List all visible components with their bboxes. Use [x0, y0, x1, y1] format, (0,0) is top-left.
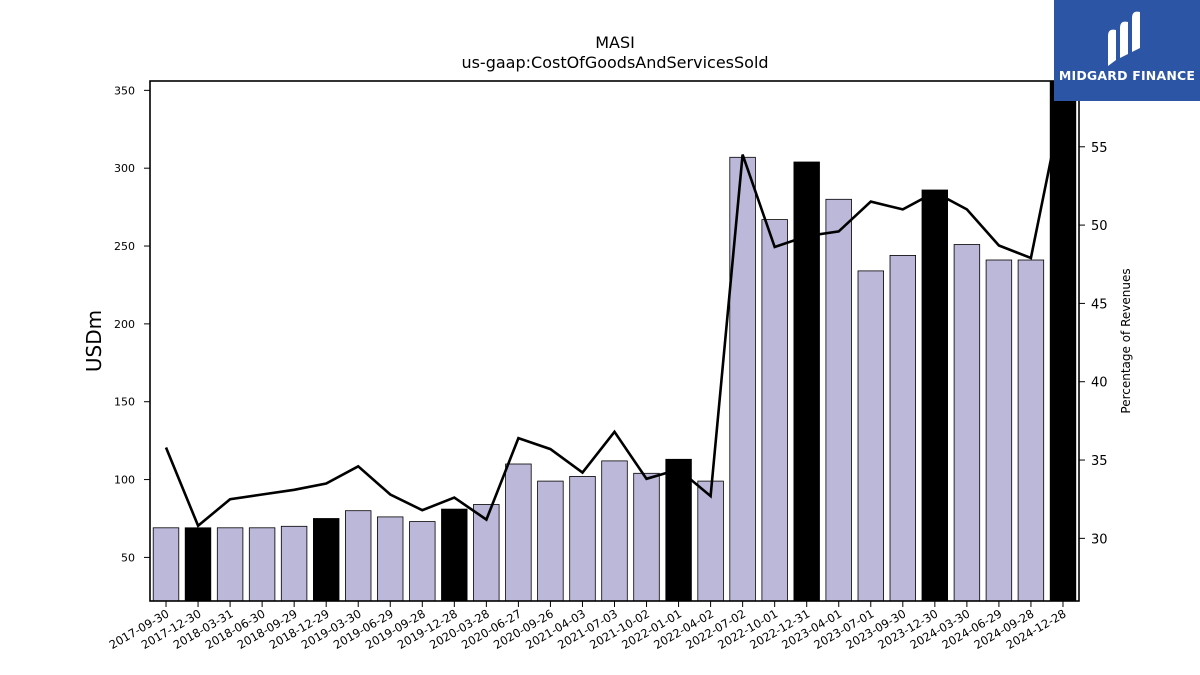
line-layer	[164, 99, 1065, 528]
y-tick-label: 200	[114, 318, 135, 331]
bar-2017-12-30	[184, 527, 212, 602]
chart-subtitle: us-gaap:CostOfGoodsAndServicesSold	[461, 53, 768, 72]
bar-2023-09-30	[889, 254, 917, 602]
bar-2018-03-31	[216, 527, 244, 602]
y-tick-label: 250	[114, 240, 135, 253]
bar-2022-07-02	[729, 156, 756, 602]
y2-tick-label: 45	[1091, 297, 1108, 312]
y-tick-label: 150	[114, 396, 135, 409]
bar-2022-12-31	[793, 161, 820, 602]
bar-2018-12-29	[312, 518, 340, 602]
y-tick-label: 50	[121, 551, 135, 564]
bar-2019-03-30	[344, 510, 372, 602]
bar-2019-12-28	[441, 508, 468, 602]
brand-name: MIDGARD FINANCE	[1058, 68, 1196, 83]
bar-2024-06-29	[985, 259, 1013, 602]
y2-tick-label: 55	[1091, 141, 1108, 156]
bar-2024-09-28	[1017, 259, 1045, 602]
bar-2021-07-03	[601, 460, 628, 602]
y2-tick-label: 50	[1091, 219, 1108, 234]
y2-axis-label: Percentage of Revenues	[1119, 268, 1133, 413]
bars-layer	[152, 80, 1077, 602]
bar-2022-01-01	[665, 458, 692, 602]
bar-2021-04-03	[569, 475, 596, 602]
y-axis-label: USDm	[82, 310, 106, 372]
bar-2024-12-28	[1049, 80, 1077, 602]
bar-2023-04-01	[825, 198, 852, 602]
y2-tick-label: 35	[1091, 454, 1108, 469]
bar-2021-10-02	[633, 472, 660, 602]
bar-2022-10-01	[761, 219, 788, 602]
y-tick-label: 300	[114, 162, 135, 175]
y2-tick-label: 30	[1091, 532, 1108, 547]
bar-2023-07-01	[857, 270, 885, 602]
bar-2023-12-30	[921, 189, 949, 602]
midgard-logo-icon	[1108, 11, 1140, 67]
bar-2020-09-26	[537, 480, 564, 602]
brand-logo: MIDGARD FINANCE	[1054, 0, 1200, 101]
bar-2017-09-30	[152, 527, 180, 602]
chart-title: MASI	[595, 33, 635, 52]
y-tick-label: 350	[114, 84, 135, 97]
bar-2020-06-27	[505, 463, 532, 602]
bar-2022-04-02	[697, 480, 724, 602]
bar-2019-06-29	[376, 516, 404, 602]
bar-2019-09-28	[409, 521, 436, 602]
bar-2018-09-29	[280, 525, 308, 602]
bar-2024-03-30	[953, 244, 981, 602]
revenue-percentage-line	[164, 99, 1065, 528]
y-tick-label: 100	[114, 474, 135, 487]
bar-2018-06-30	[248, 527, 276, 602]
y2-tick-label: 40	[1091, 376, 1108, 391]
